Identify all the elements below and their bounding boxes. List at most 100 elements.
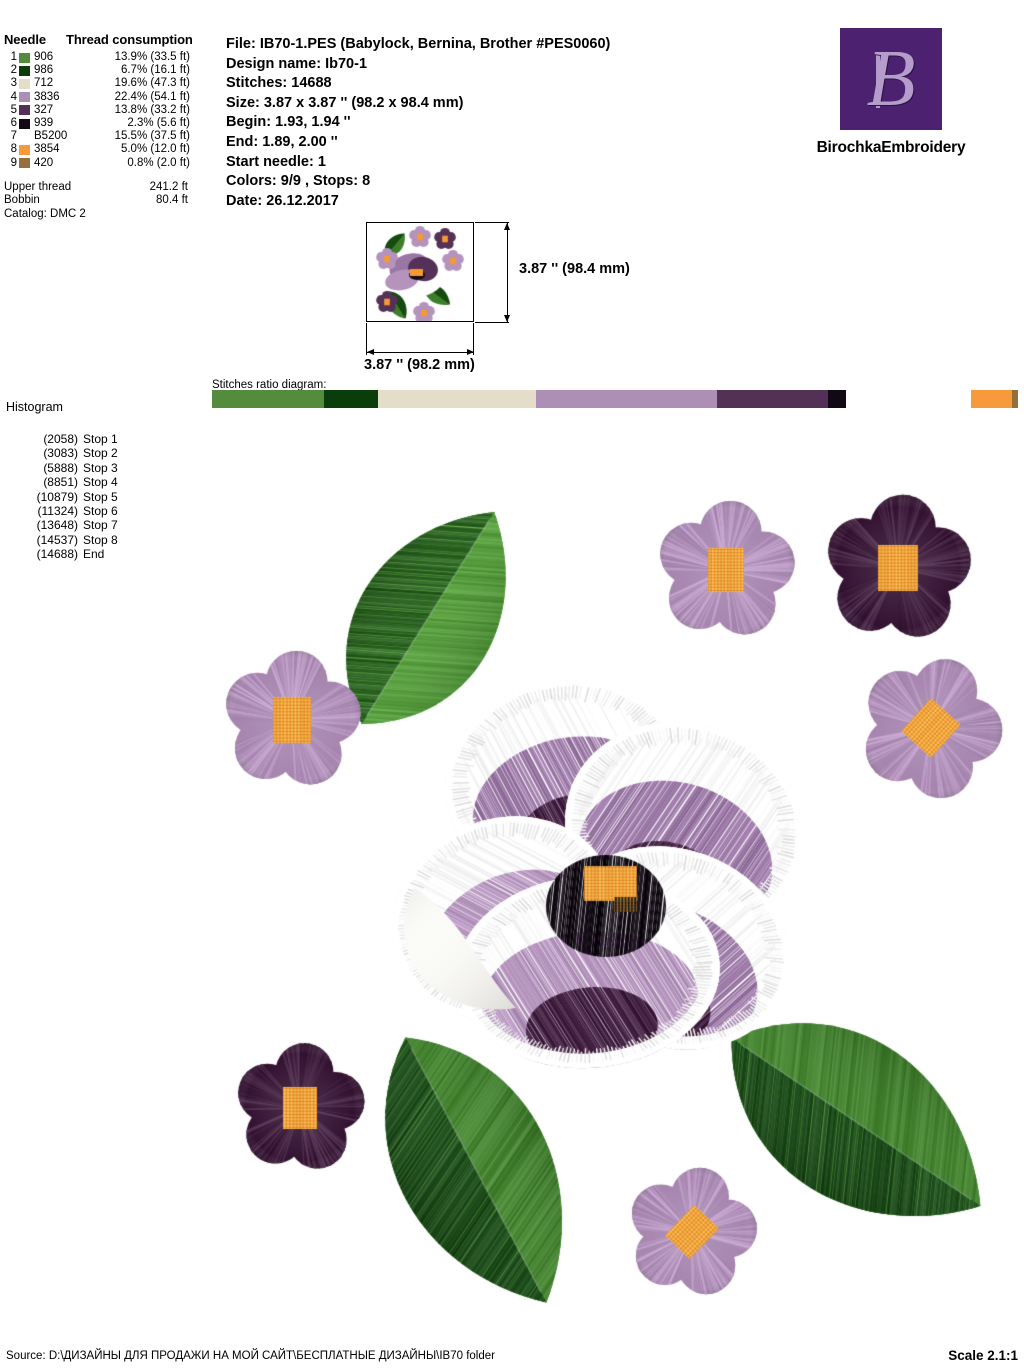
- dimension-extension-bottom: [475, 322, 509, 323]
- histogram-stop-label: Stop 1: [83, 432, 118, 446]
- thread-code: 420: [34, 157, 78, 170]
- histogram-row: (5888) Stop 3: [6, 461, 206, 475]
- histogram-row: (10879) Stop 5: [6, 490, 206, 504]
- histogram-stitch-count: (5888): [6, 461, 83, 475]
- info-stitches: Stitches: 14688: [226, 74, 610, 94]
- histogram-stitch-count: (11324): [6, 504, 83, 518]
- thread-consumption-value: 5.0% (12.0 ft): [78, 143, 216, 156]
- dimension-line-vertical: [507, 223, 508, 322]
- histogram-list: (2058) Stop 1 (3083) Stop 2 (5888) Stop 3 (885…: [6, 432, 206, 562]
- bobbin-value: 80.4 ft: [122, 194, 188, 207]
- histogram-row: (11324) Stop 6: [6, 504, 206, 518]
- thread-code: 906: [34, 51, 78, 64]
- histogram-row: (14688) End: [6, 547, 206, 561]
- thread-consumption-value: 22.4% (54.1 ft): [78, 91, 216, 104]
- ratio-segment-327: [717, 390, 828, 408]
- thread-row: 5 327 13.8% (33.2 ft): [4, 104, 216, 117]
- dimension-line-horizontal: [367, 352, 474, 353]
- thread-code: 3836: [34, 91, 78, 104]
- histogram-stop-label: Stop 6: [83, 504, 118, 518]
- brand-name-label: BirochkaEmbroidery: [766, 139, 1016, 157]
- dimension-arrow-down-icon: [504, 315, 510, 322]
- dimension-arrow-right-icon: [467, 349, 474, 355]
- thread-row-index: 4: [4, 91, 19, 104]
- ratio-segment-B5200: [846, 390, 971, 408]
- thread-code: 939: [34, 117, 78, 130]
- thread-row-index: 2: [4, 64, 19, 77]
- thread-consumption-value: 13.8% (33.2 ft): [78, 104, 216, 117]
- thread-color-swatch: [19, 105, 30, 115]
- thread-color-swatch: [19, 79, 30, 89]
- histogram-stitch-count: (14537): [6, 533, 83, 547]
- thread-row: 6 939 2.3% (5.6 ft): [4, 117, 216, 130]
- thread-color-swatch: [19, 53, 30, 63]
- thread-color-swatch: [19, 145, 30, 155]
- upper-thread-label: Upper thread: [4, 181, 122, 194]
- thread-row-index: 3: [4, 77, 19, 90]
- upper-thread-row: Upper thread 241.2 ft: [4, 181, 216, 194]
- histogram-row: (8851) Stop 4: [6, 475, 206, 489]
- histogram-stop-label: Stop 7: [83, 518, 118, 532]
- thread-color-swatch: [19, 92, 30, 102]
- thread-row: 4 3836 22.4% (54.1 ft): [4, 91, 216, 104]
- catalog-label: Catalog: DMC 2: [4, 208, 216, 221]
- thread-consumption-value: 6.7% (16.1 ft): [78, 64, 216, 77]
- dimension-width-label: 3.87 '' (98.2 mm): [364, 357, 475, 373]
- info-start-needle: Start needle: 1: [226, 153, 610, 173]
- design-thumbnail-area: 3.87 '' (98.4 mm) 3.87 '' (98.2 mm): [366, 222, 646, 364]
- brand-logo-block: B BirochkaEmbroidery: [766, 28, 1016, 157]
- ratio-segment-939: [828, 390, 847, 408]
- histogram-stop-label: Stop 8: [83, 533, 118, 547]
- dimension-arrow-up-icon: [504, 223, 510, 230]
- histogram-row: (13648) Stop 7: [6, 518, 206, 532]
- thread-row: 3 712 19.6% (47.3 ft): [4, 77, 216, 90]
- info-begin: Begin: 1.93, 1.94 '': [226, 113, 610, 133]
- design-thumbnail-image: [367, 223, 473, 321]
- histogram-row: (2058) Stop 1: [6, 432, 206, 446]
- info-design-name: Design name: Ib70-1: [226, 55, 610, 75]
- thread-code: 712: [34, 77, 78, 90]
- ratio-segment-712: [378, 390, 536, 408]
- thread-consumption-value: 15.5% (37.5 ft): [78, 130, 216, 143]
- histogram-row: (14537) Stop 8: [6, 533, 206, 547]
- thread-color-swatch: [19, 132, 30, 142]
- upper-thread-value: 241.2 ft: [122, 181, 188, 194]
- histogram-stop-label: Stop 4: [83, 475, 118, 489]
- thread-color-swatch: [19, 119, 30, 129]
- design-thumbnail-frame: [366, 222, 474, 322]
- info-date: Date: 26.12.2017: [226, 192, 610, 212]
- thread-table-body: 1 906 13.9% (33.5 ft) 2 986 6.7% (16.1 ft) 3 71…: [4, 51, 216, 170]
- column-header-needle: Needle: [4, 32, 66, 47]
- histogram-title: Histogram: [6, 400, 206, 414]
- histogram-stop-label: Stop 3: [83, 461, 118, 475]
- thread-color-swatch: [19, 66, 30, 76]
- histogram-stitch-count: (2058): [6, 432, 83, 446]
- histogram-stitch-count: (14688): [6, 547, 83, 561]
- histogram-row: (3083) Stop 2: [6, 446, 206, 460]
- ratio-segment-906: [212, 390, 324, 408]
- histogram-stitch-count: (10879): [6, 490, 83, 504]
- thread-code: 3854: [34, 143, 78, 156]
- thread-consumption-value: 19.6% (47.3 ft): [78, 77, 216, 90]
- histogram-panel: Histogram (2058) Stop 1 (3083) Stop 2 (5888)…: [6, 400, 206, 562]
- thread-consumption-panel: Needle Thread consumption 1 906 13.9% (33.…: [4, 32, 216, 221]
- bobbin-label: Bobbin: [4, 194, 122, 207]
- histogram-stitch-count: (3083): [6, 446, 83, 460]
- stitches-ratio-bar: [212, 390, 1018, 408]
- info-end: End: 1.89, 2.00 '': [226, 133, 610, 153]
- info-file: File: IB70-1.PES (Babylock, Bernina, Bro…: [226, 35, 610, 55]
- thread-row: 9 420 0.8% (2.0 ft): [4, 157, 216, 170]
- histogram-stop-label: Stop 2: [83, 446, 118, 460]
- thread-row: 8 3854 5.0% (12.0 ft): [4, 143, 216, 156]
- thread-totals: Upper thread 241.2 ft Bobbin 80.4 ft Cat…: [4, 181, 216, 221]
- ratio-segment-3836: [536, 390, 717, 408]
- thread-row: 7 B5200 15.5% (37.5 ft): [4, 130, 216, 143]
- thread-row-index: 8: [4, 143, 19, 156]
- ratio-segment-420: [1012, 390, 1018, 408]
- histogram-stitch-count: (13648): [6, 518, 83, 532]
- monogram-logo-icon: B: [840, 28, 942, 130]
- bobbin-row: Bobbin 80.4 ft: [4, 194, 216, 207]
- info-size: Size: 3.87 x 3.87 '' (98.2 x 98.4 mm): [226, 94, 610, 114]
- info-colors-stops: Colors: 9/9 , Stops: 8: [226, 172, 610, 192]
- thread-code: 327: [34, 104, 78, 117]
